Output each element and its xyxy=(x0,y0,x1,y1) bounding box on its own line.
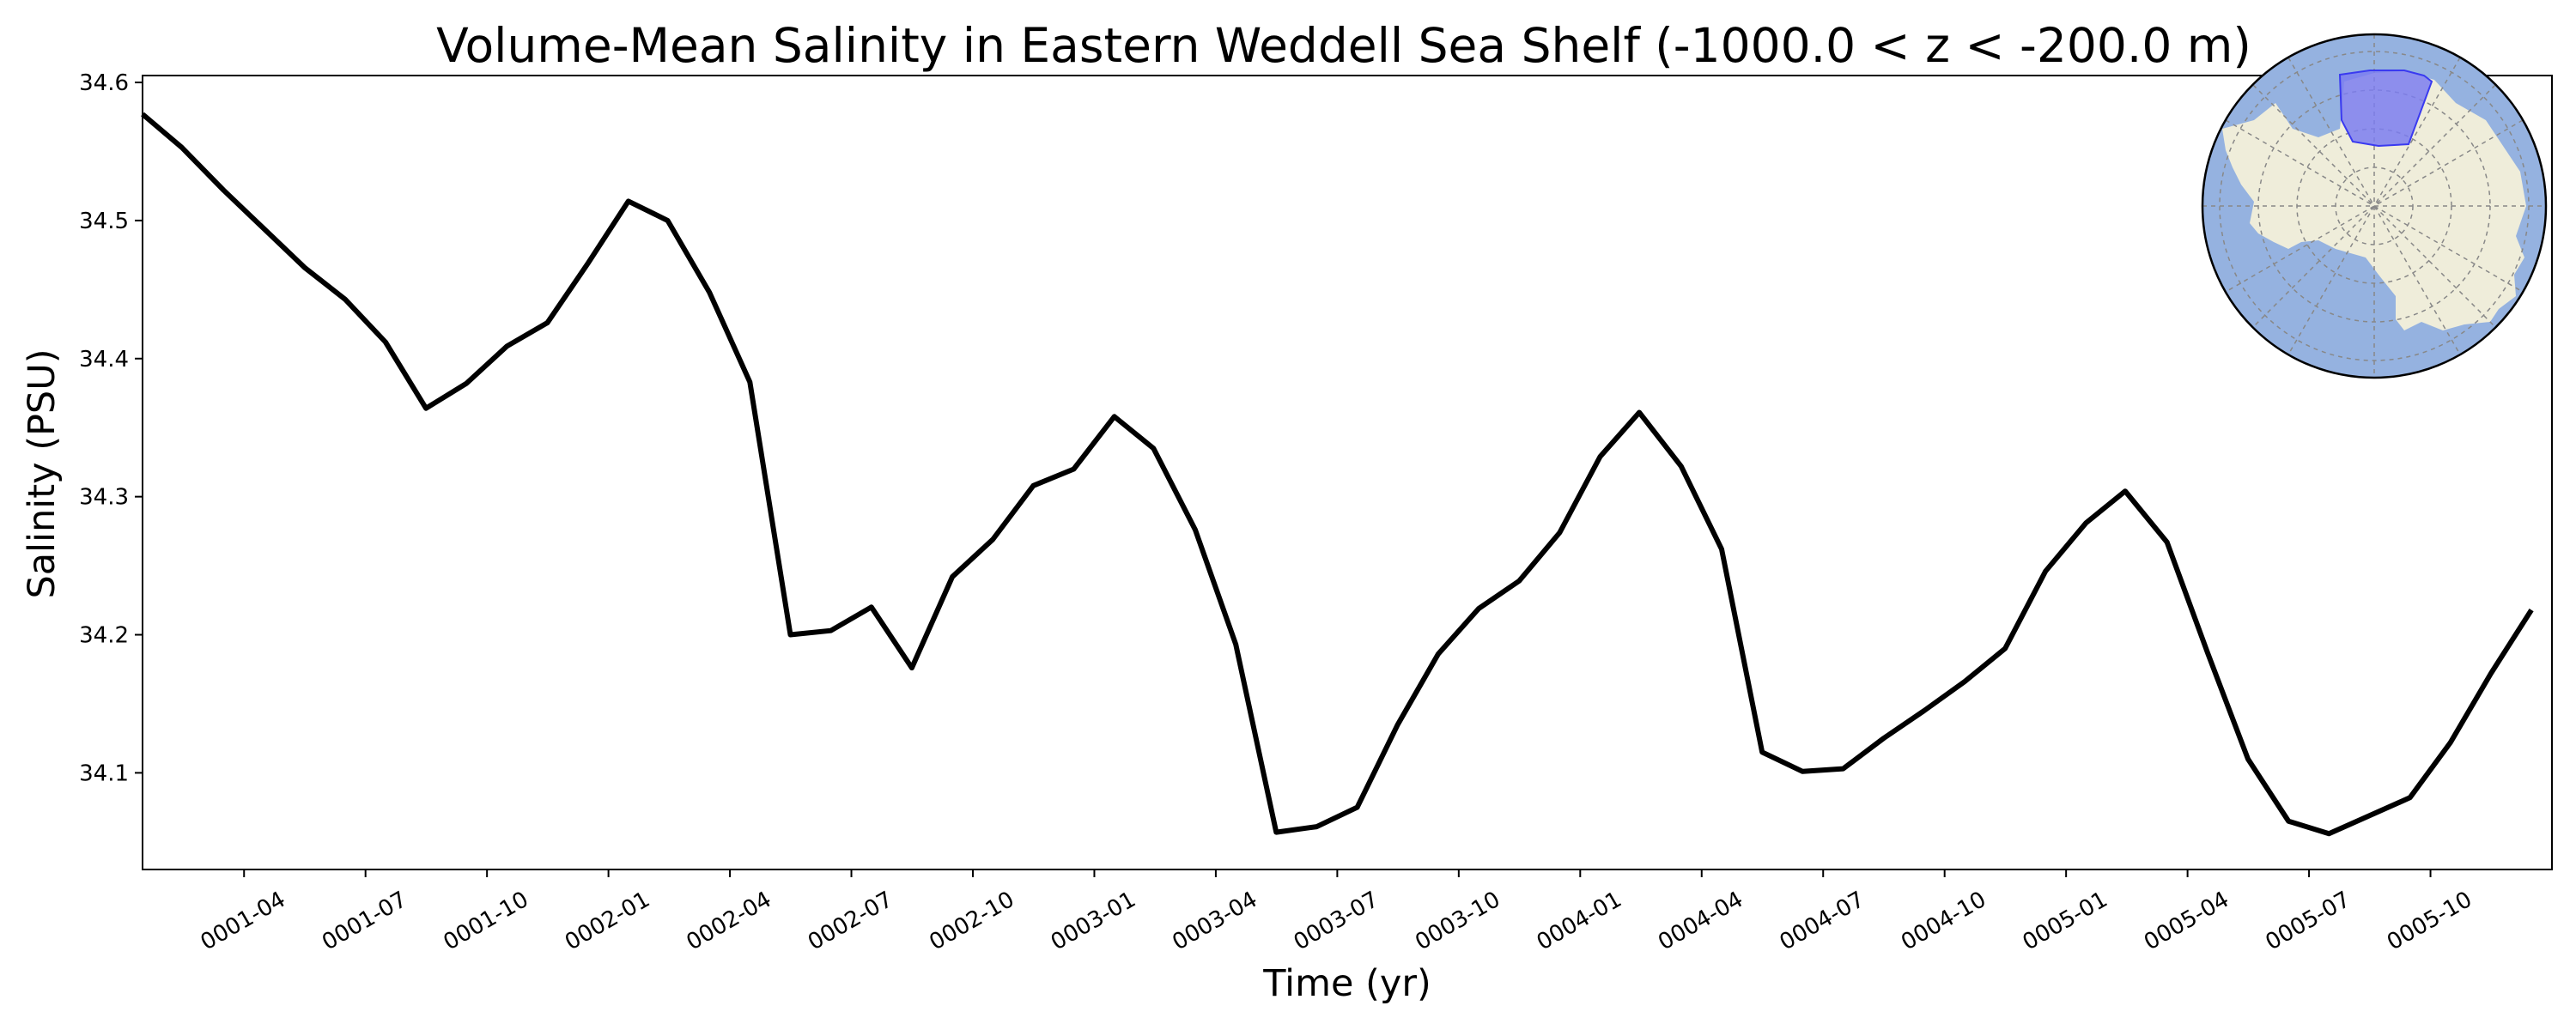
x-tick-label: 0005-04 xyxy=(2140,887,2233,955)
antarctica-inset-map xyxy=(2201,33,2548,379)
x-tick-label: 0004-01 xyxy=(1533,887,1626,955)
y-tick-label: 34.4 xyxy=(79,347,129,373)
x-tick-label: 0002-04 xyxy=(682,887,775,955)
map-graticule xyxy=(2202,34,2546,378)
map-border xyxy=(2201,33,2548,379)
x-axis-label: Time (yr) xyxy=(1262,962,1431,1005)
x-tick-label: 0004-07 xyxy=(1776,887,1869,955)
x-tick-label: 0001-10 xyxy=(440,887,533,955)
salinity-series-line xyxy=(141,112,2534,837)
chart-title: Volume-Mean Salinity in Eastern Weddell … xyxy=(436,18,2251,73)
y-tick-label: 34.5 xyxy=(79,209,129,234)
x-tick-label: 0003-01 xyxy=(1047,887,1140,955)
x-tick-label: 0003-04 xyxy=(1168,887,1261,955)
plot-frame xyxy=(142,75,2553,870)
x-tick-label: 0001-04 xyxy=(197,887,290,955)
x-tick-label: 0003-10 xyxy=(1411,887,1504,955)
x-tick-label: 0001-07 xyxy=(318,887,411,955)
x-tick-label: 0004-10 xyxy=(1897,887,1990,955)
x-tick-label: 0002-01 xyxy=(561,887,654,955)
weddell-sea-region xyxy=(2338,70,2433,148)
y-axis-label: Salinity (PSU) xyxy=(21,349,64,599)
x-tick-label: 0003-07 xyxy=(1290,887,1383,955)
y-tick-label: 34.6 xyxy=(79,70,129,96)
y-tick-label: 34.3 xyxy=(79,485,129,511)
x-tick-label: 0002-07 xyxy=(804,887,897,955)
x-tick-label: 0004-04 xyxy=(1654,887,1747,955)
x-tick-label: 0002-10 xyxy=(925,887,1018,955)
x-tick-label: 0005-01 xyxy=(2019,887,2112,955)
y-tick-label: 34.1 xyxy=(79,760,129,786)
x-axis-ticks: 0001-04 0001-07 0001-10 0002-01 0002-04 0002-… xyxy=(197,869,2476,955)
y-tick-label: 34.2 xyxy=(79,623,129,649)
y-axis-ticks: 34.1 34.2 34.3 34.4 34.5 34.6 xyxy=(79,70,143,786)
x-tick-label: 0005-07 xyxy=(2261,887,2354,955)
x-tick-label: 0005-10 xyxy=(2383,887,2476,955)
